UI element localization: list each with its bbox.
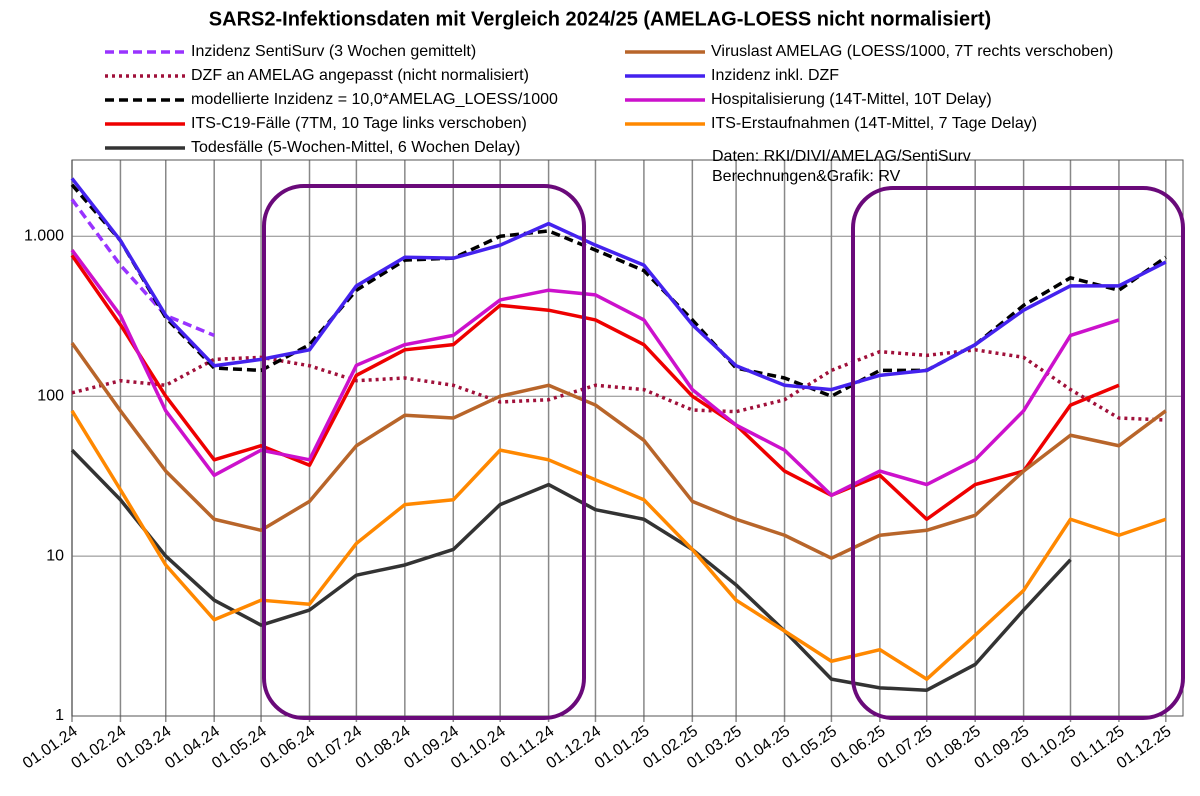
legend-label: Inzidenz SentiSurv (3 Wochen gemittelt) bbox=[191, 43, 476, 60]
series-line bbox=[70, 198, 215, 338]
series-line bbox=[70, 448, 1072, 692]
legend-label: DZF an AMELAG angepasst (nicht normalisi… bbox=[191, 67, 529, 84]
legend-label: Inzidenz inkl. DZF bbox=[711, 67, 839, 84]
series-line bbox=[70, 254, 1120, 521]
series-line bbox=[71, 348, 1166, 422]
highlight-box bbox=[851, 186, 1185, 720]
y-tick-label: 1.000 bbox=[24, 228, 64, 245]
series-line bbox=[70, 177, 1167, 392]
annotation: Berechnungen&Grafik: RV bbox=[712, 168, 901, 185]
series-line bbox=[70, 183, 1167, 398]
legend-label: Todesfälle (5-Wochen-Mittel, 6 Wochen De… bbox=[191, 139, 520, 156]
legend-label: ITS-C19-Fälle (7TM, 10 Tage links versch… bbox=[191, 115, 527, 132]
legend-label: modellierte Inzidenz = 10,0*AMELAG_LOESS… bbox=[191, 91, 558, 108]
legend-label: Viruslast AMELAG (LOESS/1000, 7T rechts … bbox=[711, 43, 1113, 60]
series-line bbox=[70, 409, 1167, 681]
legend-label: Hospitalisierung (14T-Mittel, 10T Delay) bbox=[711, 91, 992, 108]
y-tick-label: 100 bbox=[37, 387, 64, 404]
y-tick-label: 10 bbox=[46, 547, 64, 564]
highlight-box bbox=[262, 184, 586, 720]
legend-label: ITS-Erstaufnahmen (14T-Mittel, 7 Tage De… bbox=[711, 115, 1037, 132]
y-tick-label: 1 bbox=[55, 707, 64, 724]
series-line bbox=[70, 342, 1167, 560]
chart-title: SARS2-Infektionsdaten mit Vergleich 2024… bbox=[209, 8, 991, 30]
series-line bbox=[70, 249, 1120, 498]
annotation: Daten: RKI/DIVI/AMELAG/SentiSurv bbox=[712, 148, 971, 165]
